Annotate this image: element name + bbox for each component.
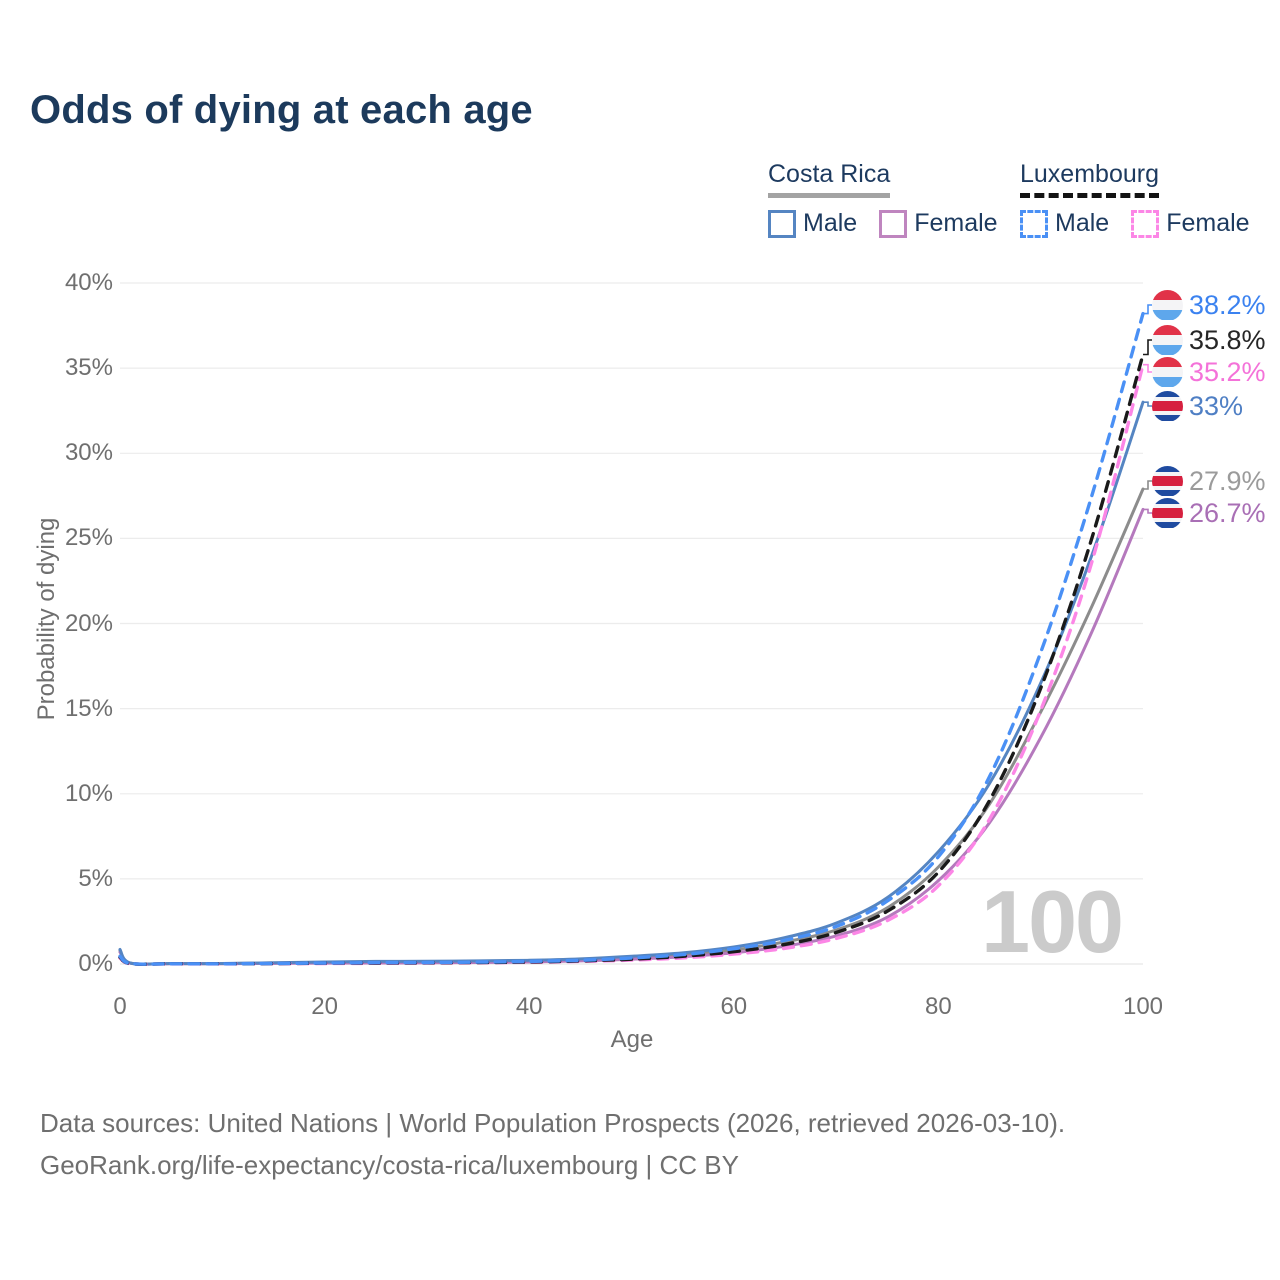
y-tick-label: 20%: [64, 609, 113, 637]
data-sources-text: Data sources: United Nations | World Pop…: [40, 1108, 1066, 1138]
end-label-value: 27.9%: [1189, 465, 1266, 496]
legend-label-female: Female: [914, 209, 998, 237]
series-line-costa-rica-male: [118, 400, 1145, 966]
legend-luxembourg-header: Luxembourg: [1020, 160, 1159, 198]
end-label-luxembourg-both: 35.8%: [1152, 324, 1266, 356]
legend-label-male: Male: [803, 209, 858, 237]
end-label-value: 33%: [1189, 390, 1244, 421]
end-label-value: 26.7%: [1189, 497, 1266, 528]
legend-item-luxembourg-male[interactable]: Male: [1020, 209, 1109, 238]
luxembourg-female-swatch-icon: [1131, 209, 1160, 238]
end-label-costa-rica-female: 26.7%: [1152, 497, 1266, 529]
series-line-luxembourg-female: [118, 363, 1145, 966]
end-label-value: 35.8%: [1189, 324, 1266, 355]
luxembourg-male-swatch-icon: [1020, 209, 1048, 238]
x-tick-label: 20: [311, 993, 338, 1020]
x-tick-label: 100: [1122, 993, 1164, 1020]
x-axis-title: Age: [610, 1026, 654, 1053]
legend-item-costa-rica-male[interactable]: Male: [768, 209, 857, 238]
end-label-luxembourg-male: 38.2%: [1152, 289, 1266, 321]
series-line-luxembourg-both: [118, 352, 1145, 966]
y-tick-label: 5%: [78, 864, 113, 892]
costa-rica-flag-icon: [1152, 390, 1183, 422]
end-label-luxembourg-female: 35.2%: [1152, 356, 1266, 388]
legend-item-costa-rica-female[interactable]: Female: [879, 209, 998, 238]
luxembourg-flag-icon: [1152, 356, 1183, 388]
luxembourg-flag-icon: [1152, 324, 1183, 356]
series-line-costa-rica-female: [118, 507, 1145, 966]
x-tick-label: 40: [515, 993, 543, 1020]
legend-group-luxembourg: Luxembourg Male Female: [1020, 160, 1250, 238]
y-tick-label: 15%: [64, 694, 113, 722]
gridlines: [120, 282, 1143, 965]
costa-rica-male-swatch-icon: [768, 209, 796, 238]
x-tick-label: 60: [720, 993, 748, 1020]
y-tick-label: 30%: [64, 439, 113, 467]
source-url-text: GeoRank.org/life-expectancy/costa-rica/l…: [40, 1150, 739, 1180]
y-tick-label: 25%: [64, 524, 113, 552]
legend-label-female: Female: [1166, 209, 1250, 237]
page-title: Odds of dying at each age: [30, 88, 533, 132]
legend-costa-rica-items: Male Female: [768, 209, 998, 238]
age-watermark: 100: [981, 872, 1122, 971]
x-tick-label: 0: [113, 993, 127, 1020]
legend-label-male: Male: [1055, 209, 1110, 237]
y-tick-label: 0%: [78, 950, 113, 977]
y-tick-label: 40%: [64, 269, 113, 296]
x-tick-label: 80: [925, 993, 952, 1020]
series-line-costa-rica-both: [118, 487, 1145, 966]
legend-group-costa-rica: Costa Rica Male Female: [768, 160, 998, 238]
costa-rica-flag-icon: [1152, 497, 1183, 529]
legend-costa-rica-header: Costa Rica: [768, 160, 891, 198]
y-tick-label: 35%: [64, 354, 113, 382]
footer-attribution: Data sources: United Nations | World Pop…: [40, 1102, 1065, 1186]
legend-item-luxembourg-female[interactable]: Female: [1131, 209, 1250, 238]
costa-rica-female-swatch-icon: [879, 209, 908, 238]
y-tick-label: 10%: [64, 779, 113, 807]
end-label-costa-rica-both: 27.9%: [1152, 465, 1266, 497]
end-label-value: 38.2%: [1189, 289, 1266, 320]
mortality-curves: [118, 311, 1145, 966]
series-line-luxembourg-male: [118, 311, 1145, 966]
costa-rica-flag-icon: [1152, 465, 1183, 497]
legend-luxembourg-items: Male Female: [1020, 209, 1250, 238]
end-label-costa-rica-male: 33%: [1152, 390, 1243, 422]
end-label-value: 35.2%: [1189, 356, 1266, 387]
label-connectors: [1143, 304, 1152, 514]
luxembourg-flag-icon: [1152, 289, 1183, 321]
